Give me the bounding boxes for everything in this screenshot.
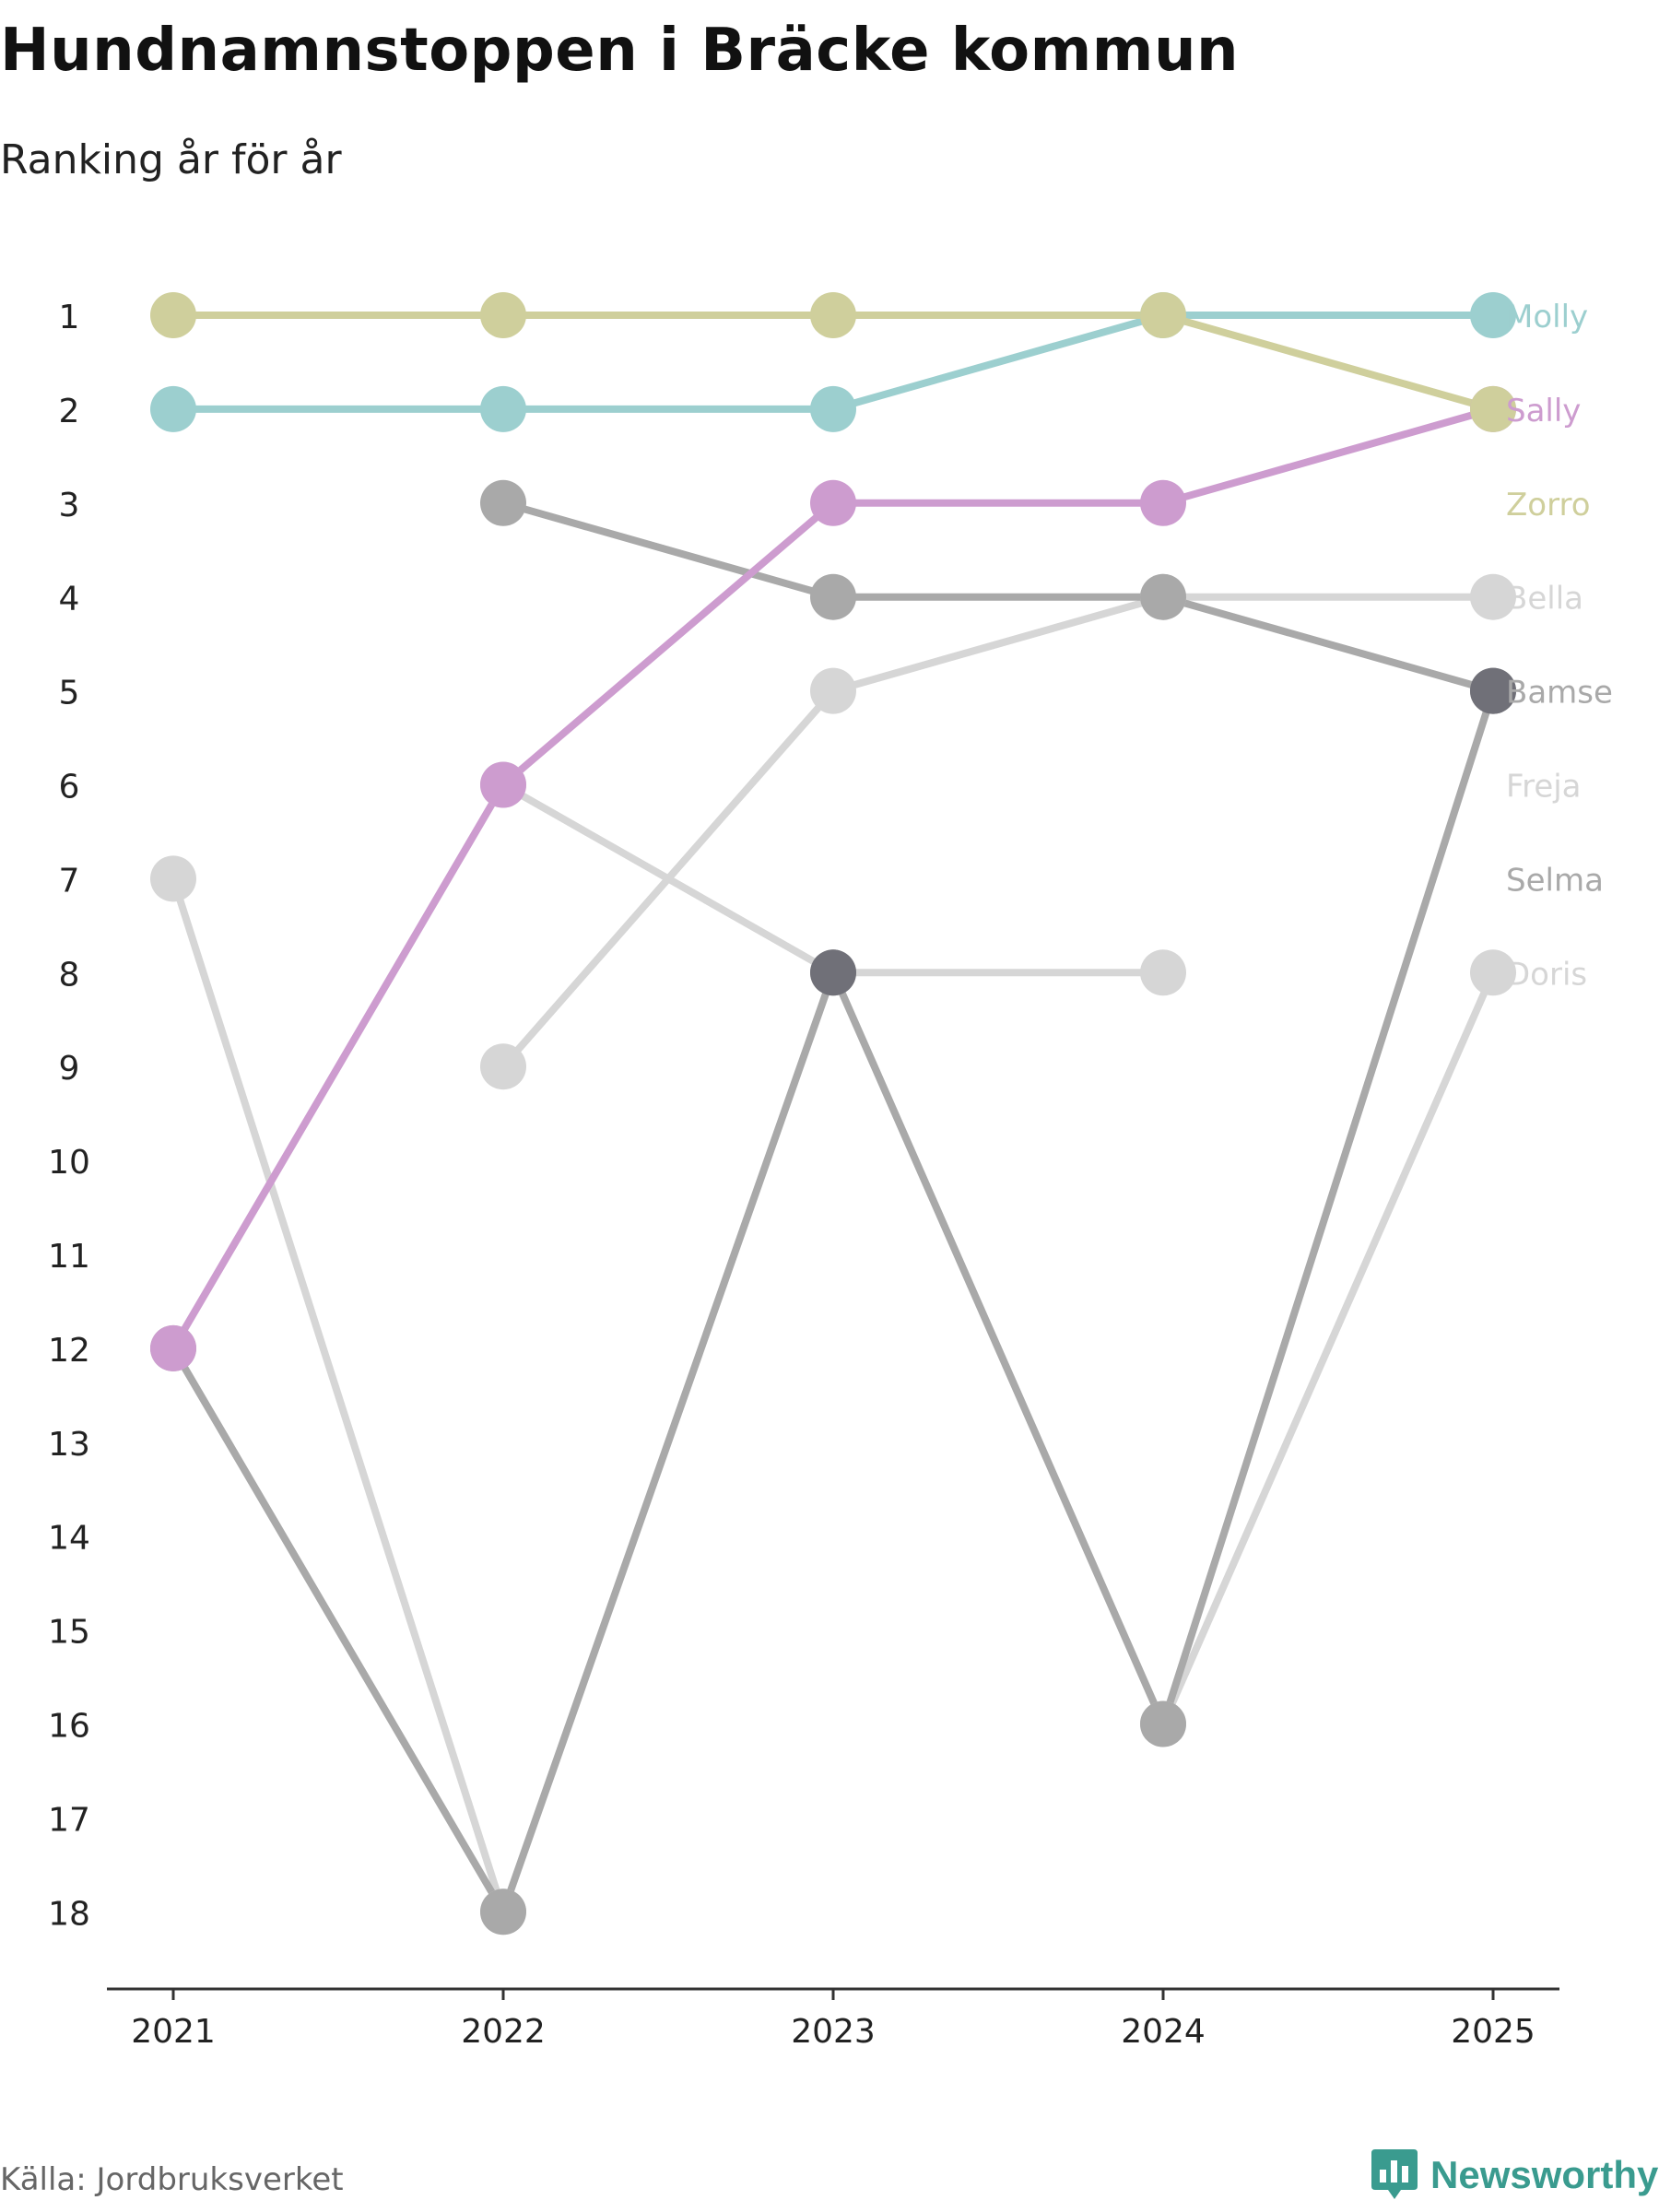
- point-bamse: [1140, 573, 1186, 620]
- point-molly: [150, 385, 196, 432]
- point-bella: [1470, 573, 1516, 620]
- end-label-zorro: Zorro: [1506, 487, 1591, 524]
- point-sally: [150, 1324, 196, 1371]
- series-line-sally: [1159, 405, 1497, 507]
- point-sally: [480, 761, 526, 808]
- series-line-selma: [1159, 687, 1497, 1728]
- point-bella: [480, 1043, 526, 1090]
- chart-subtitle: Ranking år för år: [0, 136, 342, 183]
- end-label-bella: Bella: [1506, 581, 1583, 618]
- point-doris: [1470, 949, 1516, 996]
- y-tick-label: 7: [59, 862, 80, 900]
- end-label-sally: Sally: [1506, 393, 1581, 429]
- newsworthy-logo-icon: [1371, 2149, 1418, 2199]
- y-tick-label: 3: [59, 487, 80, 524]
- point-bella: [810, 667, 856, 714]
- y-tick-label: 2: [59, 393, 80, 430]
- series-line-sally: [170, 781, 507, 1352]
- series-line-molly: [830, 312, 1167, 413]
- y-tick-label: 16: [48, 1708, 90, 1746]
- series-line-selma: [170, 1344, 507, 1916]
- highlight-point: [1470, 667, 1516, 714]
- series-line-bella: [500, 687, 837, 1071]
- series-line-selma: [830, 969, 1167, 1728]
- y-tick-label: 18: [48, 1895, 90, 1933]
- y-tick-label: 10: [48, 1144, 90, 1182]
- y-tick-label: 14: [48, 1520, 90, 1558]
- newsworthy-brand[interactable]: Newsworthy: [1371, 2149, 1658, 2201]
- y-tick-label: 5: [59, 675, 80, 712]
- chart-title: Hundnamnstoppen i Bräcke kommun: [0, 17, 1240, 85]
- point-molly: [480, 385, 526, 432]
- y-tick-label: 8: [59, 956, 80, 994]
- y-tick-label: 1: [59, 299, 80, 336]
- x-tick-label: 2021: [131, 2013, 216, 2051]
- point-molly: [810, 385, 856, 432]
- series-line-zorro: [1159, 312, 1497, 413]
- point-sally: [1140, 479, 1186, 526]
- x-tick-label: 2024: [1121, 2013, 1206, 2051]
- point-zorro: [1470, 385, 1516, 432]
- series-line-bella: [830, 593, 1167, 695]
- point-selma: [1140, 1700, 1186, 1747]
- point-bamse: [810, 573, 856, 620]
- point-sally: [810, 479, 856, 526]
- series-line-freja: [170, 875, 507, 1916]
- series-line-selma: [500, 969, 837, 1916]
- end-label-molly: Molly: [1506, 299, 1588, 335]
- y-tick-label: 6: [59, 769, 80, 806]
- newsworthy-brand-label: Newsworthy: [1430, 2153, 1659, 2196]
- point-zorro: [150, 292, 196, 338]
- y-tick-label: 11: [48, 1238, 90, 1276]
- point-selma: [480, 1888, 526, 1936]
- y-tick-label: 15: [48, 1614, 90, 1652]
- point-zorro: [1140, 292, 1186, 338]
- x-tick-label: 2022: [461, 2013, 546, 2051]
- point-zorro: [810, 292, 856, 338]
- y-tick-label: 12: [48, 1332, 90, 1370]
- series-line-sally: [500, 499, 837, 789]
- highlight-point: [810, 949, 856, 996]
- point-doris: [1140, 949, 1186, 996]
- point-zorro: [480, 292, 526, 338]
- end-label-doris: Doris: [1506, 956, 1587, 993]
- point-freja: [150, 855, 196, 902]
- y-tick-label: 13: [48, 1426, 90, 1464]
- y-tick-label: 17: [48, 1801, 90, 1839]
- y-tick-label: 9: [59, 1050, 80, 1088]
- end-label-selma: Selma: [1506, 862, 1604, 899]
- point-bamse: [480, 479, 526, 526]
- series-line-doris: [1159, 969, 1497, 1728]
- end-label-freja: Freja: [1506, 769, 1582, 806]
- series-line-bamse: [1159, 593, 1497, 695]
- point-molly: [1470, 292, 1516, 338]
- y-tick-label: 4: [59, 581, 80, 618]
- source-note: Källa: Jordbruksverket: [0, 2161, 344, 2198]
- x-tick-label: 2023: [791, 2013, 876, 2051]
- series-line-bamse: [500, 499, 837, 601]
- x-tick-label: 2025: [1451, 2013, 1535, 2051]
- end-label-bamse: Bamse: [1506, 675, 1613, 712]
